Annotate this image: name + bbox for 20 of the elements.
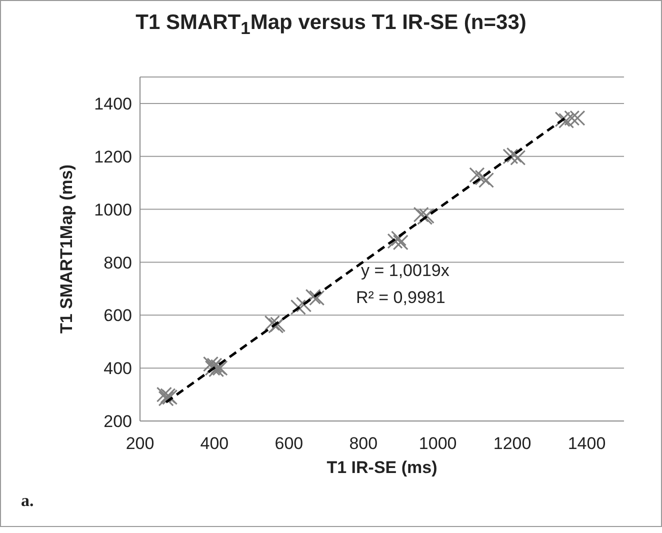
annotation: y = 1,0019x: [361, 261, 450, 281]
x-tick-label: 1200: [493, 434, 532, 454]
y-tick-label: 600: [104, 306, 132, 326]
y-tick-label: 200: [104, 412, 132, 432]
y-axis-title: T1 SMART1Map (ms): [57, 164, 76, 334]
text: a.: [21, 491, 34, 511]
y-tick-label: 1000: [94, 200, 132, 220]
chart-title: T1 SMART$_{1}$Map versus T1 IR-SE (n=33): [134, 11, 528, 40]
y-tick-label: 1200: [94, 147, 132, 166]
annotation: R² = 0,9981: [356, 288, 446, 308]
x-tick-label: 200: [126, 434, 154, 454]
x-tick-label: 800: [349, 434, 378, 454]
y-tick-label: 800: [104, 253, 132, 272]
y-tick-label: 400: [104, 359, 132, 378]
x-tick-label: 1000: [418, 434, 457, 454]
x-tick-label: 600: [274, 434, 304, 454]
x-tick-label: 400: [200, 434, 229, 454]
x-tick-label: 1400: [568, 434, 606, 454]
x-axis-title: T1 IR-SE (ms): [326, 458, 438, 478]
y-tick-label: 1400: [94, 94, 132, 114]
